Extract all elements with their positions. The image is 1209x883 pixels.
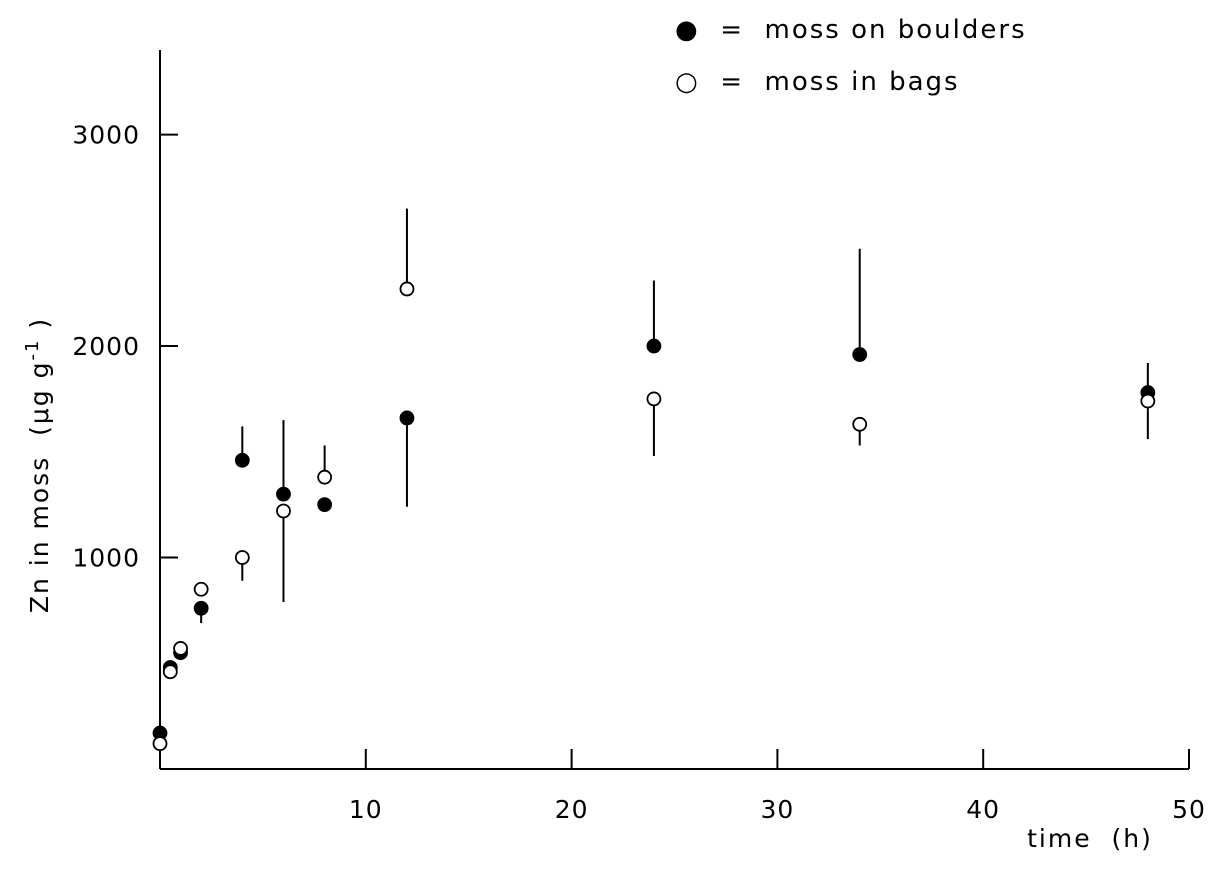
- data-point-boulders: [234, 452, 250, 468]
- y-tick-label: 3000: [72, 121, 140, 150]
- x-tick-label: 30: [760, 795, 794, 824]
- data-point-boulders: [646, 338, 662, 354]
- data-point-boulders: [193, 600, 209, 616]
- legend-label-bags: ○ = moss in bags: [675, 67, 960, 97]
- data-point-bags: [317, 469, 333, 485]
- data-point-bags: [162, 664, 178, 680]
- y-axis-label-superscript: -1: [22, 339, 43, 361]
- x-axis-label: time (h): [1027, 824, 1153, 853]
- data-point-bags: [646, 391, 662, 407]
- y-axis-label-close: ): [25, 317, 54, 339]
- legend-label-boulders: ● = moss on boulders: [675, 15, 1027, 45]
- x-tick-label: 40: [966, 795, 1000, 824]
- data-point-bags: [152, 736, 168, 752]
- data-point-bags: [852, 416, 868, 432]
- legend: ● = moss on boulders ○ = moss in bags: [675, 15, 1027, 97]
- error-bars: [200, 208, 1149, 624]
- data-point-bags: [234, 550, 250, 565]
- data-point-boulders: [852, 347, 868, 362]
- x-tick-label: 20: [555, 795, 589, 824]
- markers: [152, 281, 1156, 752]
- data-point-bags: [193, 581, 209, 597]
- y-tick-label: 2000: [72, 332, 140, 361]
- x-tick-label: 10: [349, 795, 383, 824]
- ticks: 10 20 30 40 50 1000 2000 3000: [72, 121, 1206, 824]
- data-point-bags: [173, 641, 188, 656]
- data-point-bags: [399, 281, 415, 297]
- data-point-boulders: [317, 497, 333, 513]
- y-axis-label: Zn in moss (μg g-1 ): [22, 317, 54, 613]
- data-point-bags: [276, 503, 291, 519]
- data-point-boulders: [276, 486, 291, 502]
- x-tick-label: 50: [1172, 795, 1206, 824]
- y-tick-label: 1000: [72, 544, 140, 573]
- y-axis-label-main: Zn in moss (μg g: [25, 361, 54, 614]
- data-point-boulders: [399, 410, 415, 426]
- data-point-bags: [1140, 393, 1156, 409]
- axes: [159, 50, 1189, 770]
